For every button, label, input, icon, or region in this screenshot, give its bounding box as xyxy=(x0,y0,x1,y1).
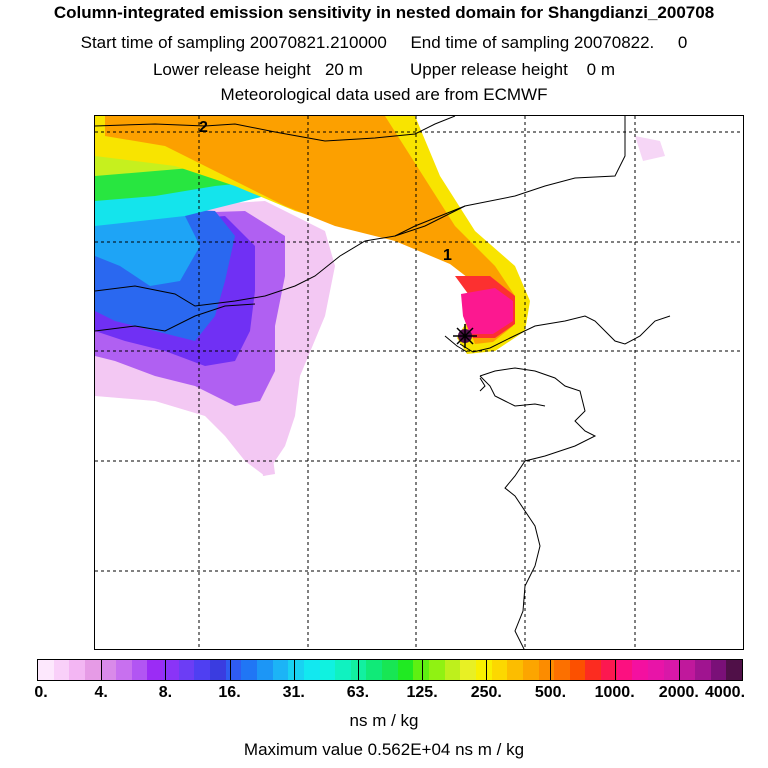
colorbar-tick-label: 125. xyxy=(406,684,438,701)
colorbar-segment xyxy=(444,660,461,680)
colorbar-segment xyxy=(429,660,445,680)
colorbar-segment xyxy=(585,660,602,680)
colorbar-segment xyxy=(38,660,54,680)
receptor-marker xyxy=(453,324,477,348)
colorbar-tick xyxy=(422,660,424,680)
colorbar-segment xyxy=(460,660,476,680)
coastlines xyxy=(95,116,671,649)
colorbar-segment xyxy=(178,660,195,680)
colorbar-tick-label: 31. xyxy=(282,684,305,701)
colorbar-tick xyxy=(165,660,167,680)
colorbar-tick-label: 4. xyxy=(94,684,108,701)
colorbar-tick xyxy=(357,660,359,680)
graticule xyxy=(95,116,743,649)
colorbar-tick-label: 16. xyxy=(218,684,241,701)
maximum-value: Maximum value 0.562E+04 ns m / kg xyxy=(243,740,525,759)
plume-light-blue xyxy=(95,216,200,286)
colorbar-segment xyxy=(647,660,664,680)
plume-orange xyxy=(105,116,515,344)
colorbar-segment xyxy=(319,660,336,680)
plume-magenta-core xyxy=(461,288,513,334)
colorbar-tick xyxy=(614,660,616,680)
colorbar-segment xyxy=(194,660,211,680)
colorbar-tick-label: 250. xyxy=(470,684,502,701)
colorbar-tick xyxy=(293,660,295,680)
plot-title: Column-integrated emission sensitivity i… xyxy=(53,3,715,22)
colorbar-segment xyxy=(53,660,70,680)
colorbar-segment xyxy=(694,660,711,680)
colorbar-segment xyxy=(726,660,742,680)
colorbar-segment xyxy=(507,660,523,680)
colorbar-segment xyxy=(272,660,289,680)
colorbar-tick-label: 500. xyxy=(534,684,567,701)
colorbar-segment xyxy=(569,660,586,680)
colorbar-tick xyxy=(486,660,488,680)
colorbar-tick-label: 0. xyxy=(34,684,48,701)
colorbar-segment xyxy=(100,660,117,680)
colorbar-segment xyxy=(84,660,101,680)
colorbar-segment xyxy=(601,660,617,680)
colorbar-segment xyxy=(303,660,320,680)
colorbar-segment xyxy=(116,660,132,680)
colorbar xyxy=(37,659,743,681)
colorbar-segment xyxy=(382,660,398,680)
meteo-source-line: Meteorological data used are from ECMWF xyxy=(220,85,548,104)
colorbar-segment xyxy=(413,660,430,680)
map-canvas: 2 1 xyxy=(95,116,743,649)
colorbar-tick-label: 8. xyxy=(158,684,173,701)
colorbar-segment xyxy=(475,660,492,680)
colorbar-segment xyxy=(366,660,383,680)
colorbar-segment xyxy=(131,660,148,680)
colorbar-segment xyxy=(288,660,304,680)
colorbar-segment xyxy=(210,660,226,680)
marker-label-2: 2 xyxy=(199,119,208,136)
colorbar-segment xyxy=(256,660,273,680)
colorbar-segment xyxy=(69,660,85,680)
colorbar-segment xyxy=(538,660,555,680)
sensitivity-map: 2 1 xyxy=(94,115,744,650)
colorbar-units: ns m / kg xyxy=(349,711,419,730)
marker-label-1: 1 xyxy=(443,247,452,264)
colorbar-segment xyxy=(397,660,414,680)
plume-faint-east xyxy=(635,136,665,161)
colorbar-segment xyxy=(225,660,242,680)
colorbar-segment xyxy=(491,660,508,680)
colorbar-tick-label: 4000. xyxy=(704,684,746,701)
release-height-line: Lower release height 20 m Upper release … xyxy=(152,60,616,79)
colorbar-tick-label: 1000. xyxy=(594,684,635,701)
colorbar-tick xyxy=(678,660,680,680)
sampling-time-line: Start time of sampling 20070821.210000 E… xyxy=(80,33,688,52)
colorbar-segment xyxy=(147,660,164,680)
colorbar-tick-label: 2000. xyxy=(658,684,699,701)
colorbar-segment xyxy=(522,660,539,680)
colorbar-tick xyxy=(229,660,231,680)
colorbar-segment xyxy=(632,660,648,680)
colorbar-segment xyxy=(616,660,633,680)
colorbar-tick xyxy=(550,660,552,680)
colorbar-segment xyxy=(554,660,570,680)
colorbar-tick xyxy=(101,660,103,680)
colorbar-segment xyxy=(335,660,351,680)
colorbar-segment xyxy=(679,660,695,680)
colorbar-segment xyxy=(163,660,179,680)
colorbar-segment xyxy=(710,660,727,680)
colorbar-segment xyxy=(241,660,257,680)
colorbar-segment xyxy=(663,660,680,680)
colorbar-tick-label: 63. xyxy=(346,684,370,701)
